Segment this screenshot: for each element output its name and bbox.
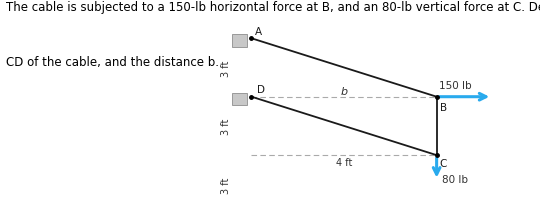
Text: 150 lb: 150 lb [439, 80, 471, 90]
Text: A: A [255, 27, 262, 37]
Text: 4 ft: 4 ft [336, 157, 352, 167]
Text: b: b [341, 86, 348, 96]
Text: 80 lb: 80 lb [442, 174, 468, 184]
Text: B: B [440, 103, 448, 113]
Text: D: D [257, 84, 265, 94]
Text: The cable is subjected to a 150-lb horizontal force at B, and an 80-lb vertical : The cable is subjected to a 150-lb horiz… [6, 1, 540, 14]
Text: CD of the cable, and the distance b.: CD of the cable, and the distance b. [6, 56, 219, 69]
Text: 3 ft: 3 ft [221, 118, 231, 134]
Bar [232, 35, 247, 48]
Bar [232, 93, 247, 106]
Text: 3 ft: 3 ft [221, 60, 231, 76]
Text: 3 ft: 3 ft [221, 176, 231, 193]
Text: C: C [439, 158, 447, 168]
